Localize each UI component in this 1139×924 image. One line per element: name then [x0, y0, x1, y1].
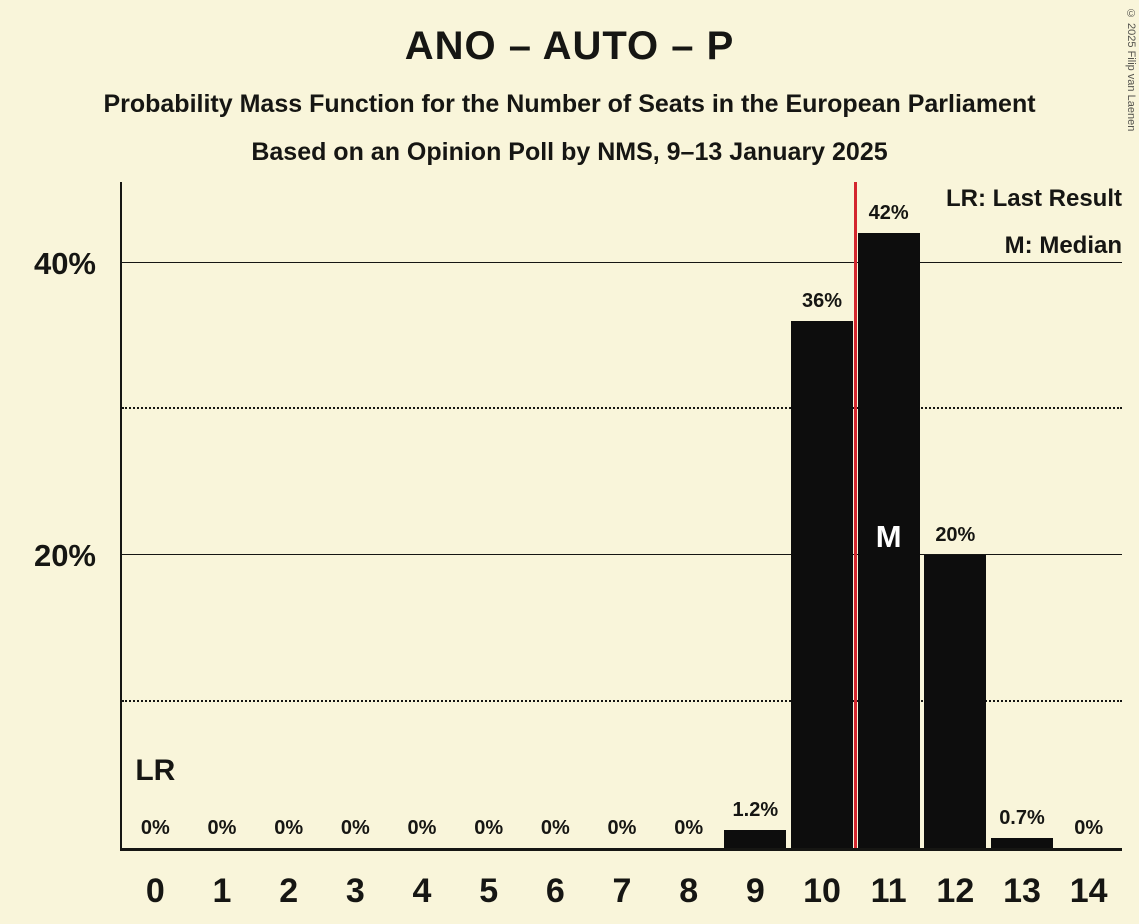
- x-axis-label-seat-1: 1: [212, 872, 232, 910]
- dotted-gridline-10pct: [122, 699, 1122, 702]
- x-axis-label-seat-5: 5: [479, 872, 499, 910]
- bar-value-label-seat-1: 0%: [207, 817, 237, 839]
- bar-seat-12: [924, 555, 987, 848]
- legend-median: M: Median: [1004, 232, 1122, 259]
- bar-value-label-seat-0: 0%: [140, 817, 170, 839]
- bar-value-label-seat-3: 0%: [340, 817, 370, 839]
- bar-seat-13: [991, 837, 1053, 848]
- x-axis-label-seat-0: 0: [145, 872, 165, 910]
- bar-value-label-seat-5: 0%: [474, 817, 504, 839]
- x-axis-label-seat-13: 13: [1003, 872, 1041, 910]
- y-axis-label-20%: 20%: [33, 538, 96, 574]
- x-axis-label-seat-8: 8: [679, 872, 699, 910]
- x-axis-label-seat-6: 6: [545, 872, 565, 910]
- copyright-text: © 2025 Filip van Laenen: [1125, 8, 1137, 132]
- last-result-marker: LR: [135, 754, 176, 787]
- bar-value-label-seat-13: 0.7%: [999, 806, 1045, 829]
- bar-value-label-seat-2: 0%: [274, 817, 304, 839]
- chart-title: ANO – AUTO – P: [404, 24, 735, 68]
- chart-source-subtitle: Based on an Opinion Poll by NMS, 9–13 Ja…: [251, 138, 888, 166]
- bar-value-label-seat-7: 0%: [607, 817, 637, 839]
- y-axis-label-40%: 40%: [33, 245, 96, 281]
- x-axis-label-seat-3: 3: [345, 872, 365, 910]
- bar-value-label-seat-6: 0%: [540, 817, 570, 839]
- x-axis-label-seat-2: 2: [279, 872, 299, 910]
- bar-value-label-seat-11: 42%: [868, 202, 909, 225]
- chart-subtitle: Probability Mass Function for the Number…: [103, 90, 1036, 118]
- bar-seat-9: [724, 830, 787, 848]
- x-axis-label-seat-9: 9: [745, 872, 765, 910]
- bar-value-label-seat-12: 20%: [935, 524, 976, 547]
- bar-value-label-seat-4: 0%: [407, 817, 437, 839]
- bar-value-label-seat-14: 0%: [1074, 817, 1104, 839]
- gridline-20pct: [122, 554, 1122, 556]
- dotted-gridline-30pct: [122, 406, 1122, 409]
- x-axis-label-seat-12: 12: [936, 872, 975, 910]
- x-axis-label-seat-7: 7: [612, 872, 632, 910]
- x-axis-label-seat-11: 11: [870, 872, 907, 910]
- bar-seat-11: [857, 233, 920, 848]
- legend-last-result: LR: Last Result: [945, 185, 1122, 212]
- median-marker: M: [875, 518, 902, 554]
- bar-value-label-seat-9: 1.2%: [732, 799, 779, 822]
- x-axis-label-seat-14: 14: [1069, 872, 1108, 910]
- plot-area: LR: Last Result M: Median 20% 40% 0% 0 0% 1 0%…: [34, 182, 1122, 910]
- bar-value-label-seat-8: 0%: [674, 817, 704, 839]
- x-axis-label-seat-10: 10: [803, 872, 841, 910]
- red-vertical-line: [853, 182, 857, 848]
- bar-seat-10: [791, 321, 853, 848]
- bar-value-label-seat-10: 36%: [801, 290, 842, 313]
- gridline-40pct: [122, 261, 1122, 263]
- x-axis-label-seat-4: 4: [412, 872, 432, 910]
